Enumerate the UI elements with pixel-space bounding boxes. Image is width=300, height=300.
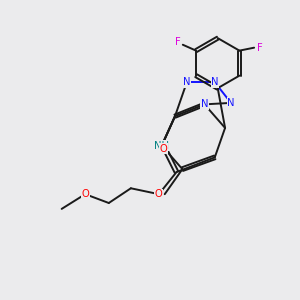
Text: F: F [175, 37, 180, 47]
Text: N: N [201, 99, 208, 110]
Text: NH: NH [154, 141, 169, 151]
Text: N: N [211, 77, 218, 87]
Text: N: N [227, 98, 235, 108]
Text: F: F [256, 43, 262, 53]
Text: O: O [155, 189, 163, 199]
Text: N: N [183, 77, 190, 87]
Text: O: O [81, 189, 89, 199]
Text: O: O [159, 143, 167, 154]
